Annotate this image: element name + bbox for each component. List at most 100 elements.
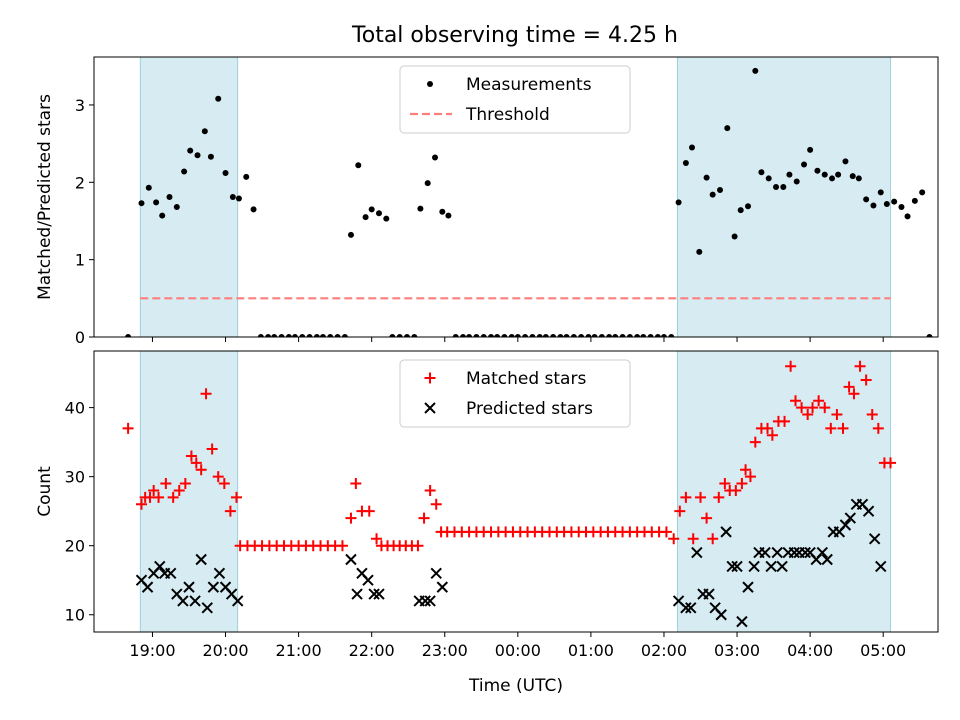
data-point <box>744 471 756 483</box>
data-point <box>159 212 166 219</box>
data-point <box>195 464 207 476</box>
data-point <box>371 533 383 545</box>
axes-frame <box>93 56 939 338</box>
data-point <box>829 175 836 182</box>
legend: Measurements Threshold <box>399 65 631 134</box>
data-point <box>522 334 529 337</box>
data-point <box>748 560 760 573</box>
data-point <box>848 388 860 400</box>
y-tick-label: 2 <box>75 173 85 192</box>
data-point <box>195 553 207 566</box>
data-point <box>419 595 431 607</box>
data-point <box>831 409 843 421</box>
data-point <box>598 334 605 337</box>
data-point <box>313 334 320 337</box>
data-point <box>724 125 731 132</box>
data-point <box>766 429 778 441</box>
data-point <box>529 334 536 337</box>
data-point <box>430 498 442 510</box>
data-point <box>660 334 667 337</box>
data-point <box>788 546 800 559</box>
data-point <box>802 409 814 421</box>
data-point <box>919 189 926 196</box>
data-point <box>674 505 686 517</box>
data-point <box>680 602 692 614</box>
data-point <box>138 200 145 207</box>
data-point <box>424 595 436 607</box>
data-point <box>480 334 487 337</box>
data-point <box>758 169 765 176</box>
data-point <box>696 248 703 255</box>
data-point <box>460 334 467 337</box>
data-point <box>799 546 811 559</box>
data-point <box>911 197 918 204</box>
legend-label: Threshold <box>465 105 550 125</box>
data-point <box>703 174 710 181</box>
data-point <box>863 196 870 203</box>
data-point <box>745 203 752 210</box>
data-point <box>647 334 654 337</box>
data-point <box>807 146 814 153</box>
data-point <box>761 422 773 434</box>
x-axis-label: Time (UTC) <box>468 676 563 696</box>
data-point <box>224 505 236 517</box>
data-point <box>626 334 633 337</box>
data-point <box>334 334 341 337</box>
data-point <box>122 422 134 434</box>
data-point <box>291 334 298 337</box>
data-point <box>473 334 480 337</box>
data-point <box>926 334 933 337</box>
data-point <box>229 194 236 200</box>
x-tick-label: 19:00 <box>129 641 175 660</box>
data-point <box>165 567 177 580</box>
data-point <box>445 212 452 219</box>
data-point <box>243 173 250 180</box>
data-point <box>347 231 354 238</box>
data-point <box>403 334 410 337</box>
data-point <box>793 178 800 185</box>
data-point <box>200 388 212 400</box>
data-point <box>779 415 791 427</box>
data-point <box>821 553 833 566</box>
data-point <box>883 200 890 207</box>
data-point <box>430 567 442 580</box>
data-point <box>860 374 872 386</box>
data-point <box>790 395 802 407</box>
data-point <box>752 67 759 74</box>
data-point <box>299 334 306 337</box>
data-point <box>466 334 473 337</box>
shaded-interval-2 <box>676 56 891 338</box>
data-point <box>306 334 313 337</box>
data-point <box>436 581 449 593</box>
data-point <box>213 567 226 580</box>
y-tick-label: 20 <box>65 537 85 556</box>
legend-label: Matched stars <box>466 369 586 389</box>
data-point <box>839 519 852 531</box>
data-point <box>713 491 725 503</box>
data-point <box>591 334 598 337</box>
data-point <box>701 512 713 524</box>
x-tick-label: 20:00 <box>202 641 248 660</box>
data-point <box>885 457 897 469</box>
plot-area <box>122 360 897 628</box>
data-point <box>776 560 788 573</box>
data-point <box>375 210 382 217</box>
data-point <box>578 334 585 337</box>
legend-box <box>399 359 631 428</box>
data-point <box>872 422 884 434</box>
x-tick-label: 00:00 <box>495 641 541 660</box>
data-point <box>336 540 348 552</box>
data-point <box>654 334 661 337</box>
data-point <box>875 560 887 573</box>
data-point <box>742 581 754 593</box>
data-point <box>680 491 692 503</box>
data-point <box>173 204 180 211</box>
data-point <box>207 153 214 160</box>
data-point <box>257 334 264 337</box>
data-point <box>153 491 165 503</box>
data-point <box>691 546 703 559</box>
data-point <box>536 334 543 337</box>
data-point <box>703 588 715 600</box>
data-point <box>891 198 898 205</box>
data-point <box>250 206 257 213</box>
